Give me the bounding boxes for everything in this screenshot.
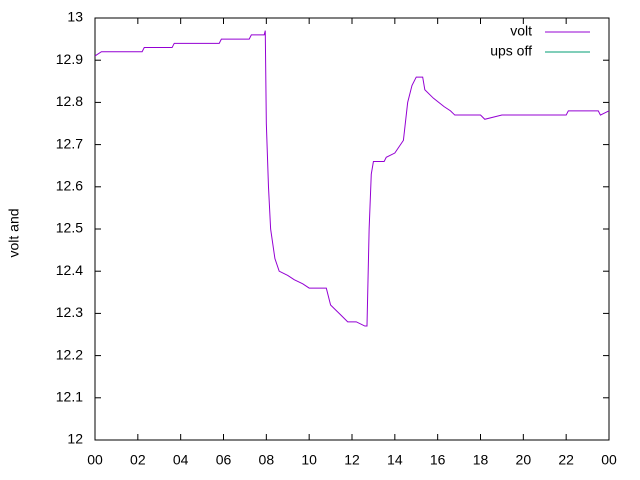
x-tick-label: 16 — [430, 452, 446, 468]
x-tick-label: 22 — [558, 452, 574, 468]
x-tick-label: 08 — [259, 452, 275, 468]
y-tick-label: 12.3 — [56, 304, 83, 320]
x-tick-label: 00 — [87, 452, 103, 468]
y-tick-label: 12.1 — [56, 389, 83, 405]
y-axis-label: volt and — [6, 208, 22, 257]
y-tick-label: 12.7 — [56, 135, 83, 151]
line — [94, 30, 610, 327]
y-tick-label: 12 — [67, 431, 83, 447]
x-tick-label: 12 — [344, 452, 360, 468]
x-tick-label: 18 — [473, 452, 489, 468]
x-tick-label: 02 — [130, 452, 146, 468]
x-tick-label: 06 — [216, 452, 232, 468]
y-tick-label: 12.4 — [56, 262, 83, 278]
legend-label: ups off — [490, 43, 532, 59]
y-tick-label: 12.9 — [56, 51, 83, 67]
y-tick-label: 12.5 — [56, 220, 83, 236]
plot-border — [94, 17, 610, 441]
x-tick-label: 14 — [387, 452, 403, 468]
x-tick-label: 10 — [301, 452, 317, 468]
x-tick-label: 00 — [601, 452, 617, 468]
x-tick-label: 20 — [516, 452, 532, 468]
y-tick-label: 12.6 — [56, 178, 83, 194]
x-tick-label: 04 — [173, 452, 189, 468]
y-tick-label: 12.2 — [56, 346, 83, 362]
y-tick-label: 13 — [67, 9, 83, 25]
legend-label: volt — [510, 23, 532, 39]
y-tick-label: 12.8 — [56, 93, 83, 109]
